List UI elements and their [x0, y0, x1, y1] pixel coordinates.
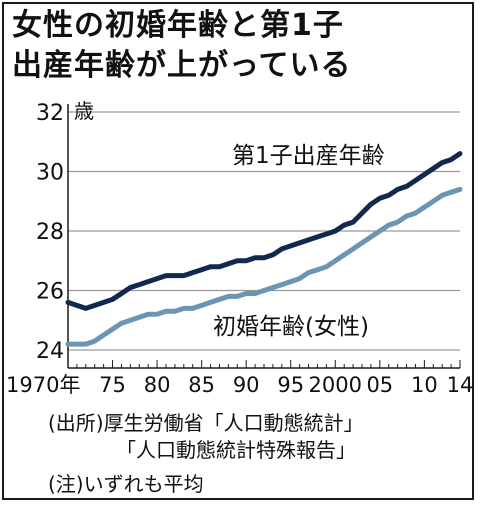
series-line-first-marriage	[65, 186, 463, 347]
series	[65, 151, 463, 347]
labels: 24 26 28 30 32 歳 1970年 75 80 85 90 95 2000 05 10 14 第1子出…	[6, 99, 473, 397]
chart-frame	[2, 2, 474, 500]
y-tick-label: 30	[36, 161, 64, 186]
y-tick-label: 28	[36, 220, 64, 245]
y-axis-unit-label: 歳	[74, 99, 94, 123]
axes	[67, 104, 461, 369]
x-tick-label: 95	[277, 373, 304, 397]
chart-title: 女性の初婚年齢と第1子 出産年齢が上がっている	[12, 6, 462, 86]
source-note-line-1: (出所)厚生労働省「人口動態統計」	[48, 411, 364, 435]
y-tick-label: 24	[36, 339, 64, 364]
x-tick-label: 10	[411, 373, 438, 397]
x-tick-label: 90	[233, 373, 260, 397]
x-tick-label: 05	[366, 373, 393, 397]
x-tick-label: 85	[188, 373, 215, 397]
y-tick-label: 32	[36, 101, 64, 126]
y-tick-label: 26	[36, 280, 64, 305]
remark-note: (注)いずれも平均	[48, 472, 204, 496]
x-tick-label: 2000	[309, 373, 362, 397]
source-note-line-2: 「人口動態統計特殊報告」	[116, 438, 356, 462]
series-label-first-marriage: 初婚年齢(女性)	[213, 314, 369, 340]
title-line-1: 女性の初婚年齢と第1子	[12, 8, 344, 43]
title-line-2: 出産年齢が上がっている	[12, 48, 352, 83]
x-tick-label: 80	[144, 373, 171, 397]
x-tick-label: 1970年	[6, 373, 80, 397]
series-label-first-child: 第1子出産年齢	[232, 143, 385, 169]
x-tick-label: 75	[99, 373, 126, 397]
x-tick-label: 14	[447, 373, 474, 397]
series-line-first-child	[65, 151, 463, 311]
